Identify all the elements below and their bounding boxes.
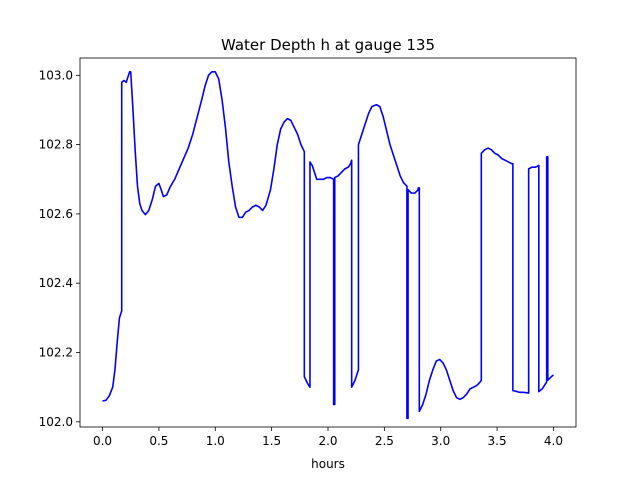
y-tick-label: 102.0: [39, 415, 73, 429]
x-tick-label: 2.0: [318, 434, 337, 448]
y-tick-label: 102.4: [39, 276, 73, 290]
y-tick-label: 103.0: [39, 68, 73, 82]
x-tick-label: 3.0: [431, 434, 450, 448]
y-axis: 102.0 102.2 102.4 102.6 102.8 103.0: [39, 68, 80, 429]
series-line: [102, 71, 554, 420]
x-tick-label: 0.5: [149, 434, 168, 448]
y-tick-label: 102.6: [39, 207, 73, 221]
y-tick-label: 102.2: [39, 346, 73, 360]
x-tick-label: 2.5: [375, 434, 394, 448]
y-tick-label: 102.8: [39, 138, 73, 152]
x-axis-label: hours: [311, 457, 345, 471]
x-axis: 0.0 0.5 1.0 1.5 2.0 2.5 3.0 3.5 4.0: [93, 427, 563, 448]
x-tick-label: 3.5: [488, 434, 507, 448]
x-tick-label: 4.0: [544, 434, 563, 448]
x-tick-label: 0.0: [93, 434, 112, 448]
x-tick-label: 1.0: [206, 434, 225, 448]
plot-area: [102, 71, 554, 420]
x-tick-label: 1.5: [262, 434, 281, 448]
chart-title: Water Depth h at gauge 135: [221, 36, 435, 54]
